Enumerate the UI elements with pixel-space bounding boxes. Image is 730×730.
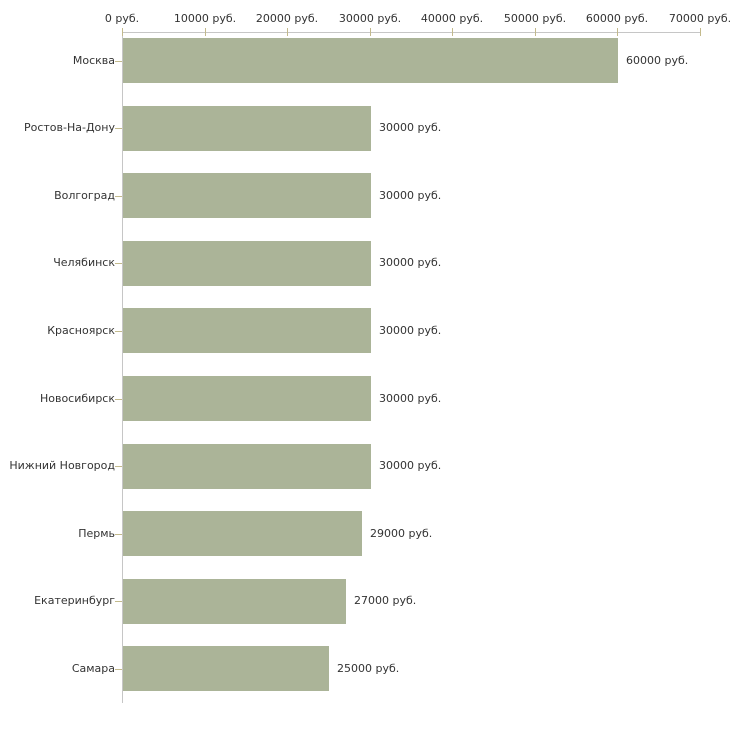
y-axis-tick bbox=[115, 399, 122, 400]
x-axis-tick bbox=[452, 28, 453, 36]
category-label: Красноярск bbox=[47, 324, 115, 337]
bar bbox=[123, 173, 371, 218]
bar bbox=[123, 308, 371, 353]
value-label: 29000 руб. bbox=[370, 527, 433, 540]
x-axis-tick bbox=[617, 28, 618, 36]
x-axis-line bbox=[122, 32, 700, 33]
bar bbox=[123, 241, 371, 286]
value-label: 30000 руб. bbox=[379, 459, 442, 472]
x-axis-tick bbox=[535, 28, 536, 36]
bar bbox=[123, 38, 618, 83]
category-label: Нижний Новгород bbox=[9, 459, 115, 472]
value-label: 60000 руб. bbox=[626, 54, 689, 67]
y-axis-tick bbox=[115, 263, 122, 264]
category-label: Ростов-На-Дону bbox=[23, 121, 115, 134]
value-label: 30000 руб. bbox=[379, 256, 442, 269]
y-axis-tick bbox=[115, 601, 122, 602]
category-label: Волгоград bbox=[54, 189, 115, 202]
bar bbox=[123, 444, 371, 489]
x-axis-tick bbox=[122, 28, 123, 36]
value-label: 25000 руб. bbox=[337, 662, 400, 675]
bar bbox=[123, 511, 362, 556]
category-label: Пермь bbox=[78, 527, 115, 540]
category-label: Самара bbox=[71, 662, 115, 675]
value-label: 30000 руб. bbox=[379, 121, 442, 134]
x-axis-tick-label: 50000 руб. bbox=[503, 12, 567, 25]
bar bbox=[123, 106, 371, 151]
category-label: Екатеринбург bbox=[34, 594, 115, 607]
category-label: Москва bbox=[72, 54, 115, 67]
x-axis-tick-label: 10000 руб. bbox=[173, 12, 237, 25]
y-axis-tick bbox=[115, 669, 122, 670]
value-label: 30000 руб. bbox=[379, 189, 442, 202]
y-axis-tick bbox=[115, 128, 122, 129]
x-axis-tick-label: 40000 руб. bbox=[420, 12, 484, 25]
x-axis-tick-label: 0 руб. bbox=[104, 12, 140, 25]
bar bbox=[123, 646, 329, 691]
x-axis-tick bbox=[287, 28, 288, 36]
x-axis-tick bbox=[205, 28, 206, 36]
y-axis-line bbox=[122, 32, 123, 703]
y-axis-tick bbox=[115, 196, 122, 197]
x-axis-tick bbox=[700, 28, 701, 36]
category-label: Новосибирск bbox=[39, 392, 115, 405]
value-label: 30000 руб. bbox=[379, 324, 442, 337]
y-axis-tick bbox=[115, 534, 122, 535]
value-label: 27000 руб. bbox=[354, 594, 417, 607]
bar bbox=[123, 579, 346, 624]
y-axis-tick bbox=[115, 331, 122, 332]
x-axis-tick-label: 60000 руб. bbox=[585, 12, 649, 25]
y-axis-tick bbox=[115, 466, 122, 467]
value-label: 30000 руб. bbox=[379, 392, 442, 405]
y-axis-tick bbox=[115, 61, 122, 62]
x-axis-tick-label: 20000 руб. bbox=[255, 12, 319, 25]
bar bbox=[123, 376, 371, 421]
x-axis-tick-label: 30000 руб. bbox=[338, 12, 402, 25]
x-axis-tick bbox=[370, 28, 371, 36]
category-label: Челябинск bbox=[53, 256, 115, 269]
x-axis-tick-label: 70000 руб. bbox=[668, 12, 730, 25]
